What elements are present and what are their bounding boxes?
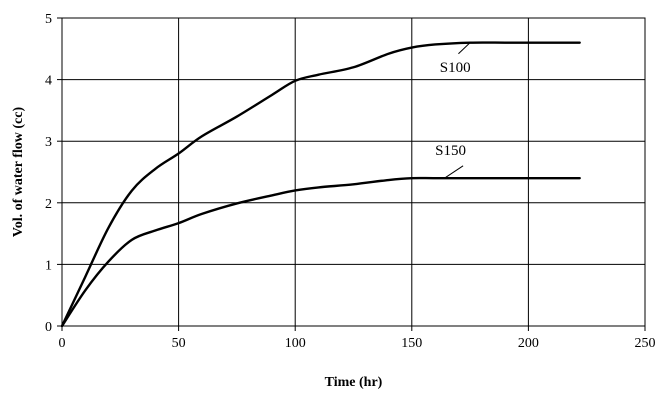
x-tick-label: 200 bbox=[518, 336, 539, 351]
grid bbox=[62, 18, 645, 326]
x-tick-label: 250 bbox=[635, 336, 656, 351]
y-tick-label: 1 bbox=[45, 258, 52, 273]
x-tick-label: 50 bbox=[172, 336, 186, 351]
series-label-leader-s100 bbox=[458, 42, 471, 55]
x-axis-title: Time (hr) bbox=[325, 375, 383, 390]
series-line-s150 bbox=[60, 176, 581, 328]
series-label-s100: S100 bbox=[440, 60, 471, 76]
plot-area-frame bbox=[61, 17, 646, 327]
y-tick-label: 4 bbox=[45, 74, 52, 89]
series-label-leader-s150 bbox=[444, 165, 464, 179]
y-tick-label: 2 bbox=[45, 197, 52, 212]
series-label-s150: S150 bbox=[435, 143, 466, 159]
y-axis-title: Vol. of water flow (cc) bbox=[11, 107, 26, 238]
x-tick-label: 0 bbox=[59, 336, 66, 351]
x-tick-label: 100 bbox=[285, 336, 306, 351]
x-tick-label: 150 bbox=[401, 336, 422, 351]
series-line-s100 bbox=[60, 41, 581, 328]
y-tick-label: 0 bbox=[45, 320, 52, 335]
y-tick-label: 3 bbox=[45, 135, 52, 150]
y-tick-label: 5 bbox=[45, 12, 52, 27]
axis-ticks: 0 50 100 150 200 250 0 1 2 3 4 5 bbox=[45, 12, 656, 351]
series-lines: S100 S150 bbox=[60, 41, 581, 328]
